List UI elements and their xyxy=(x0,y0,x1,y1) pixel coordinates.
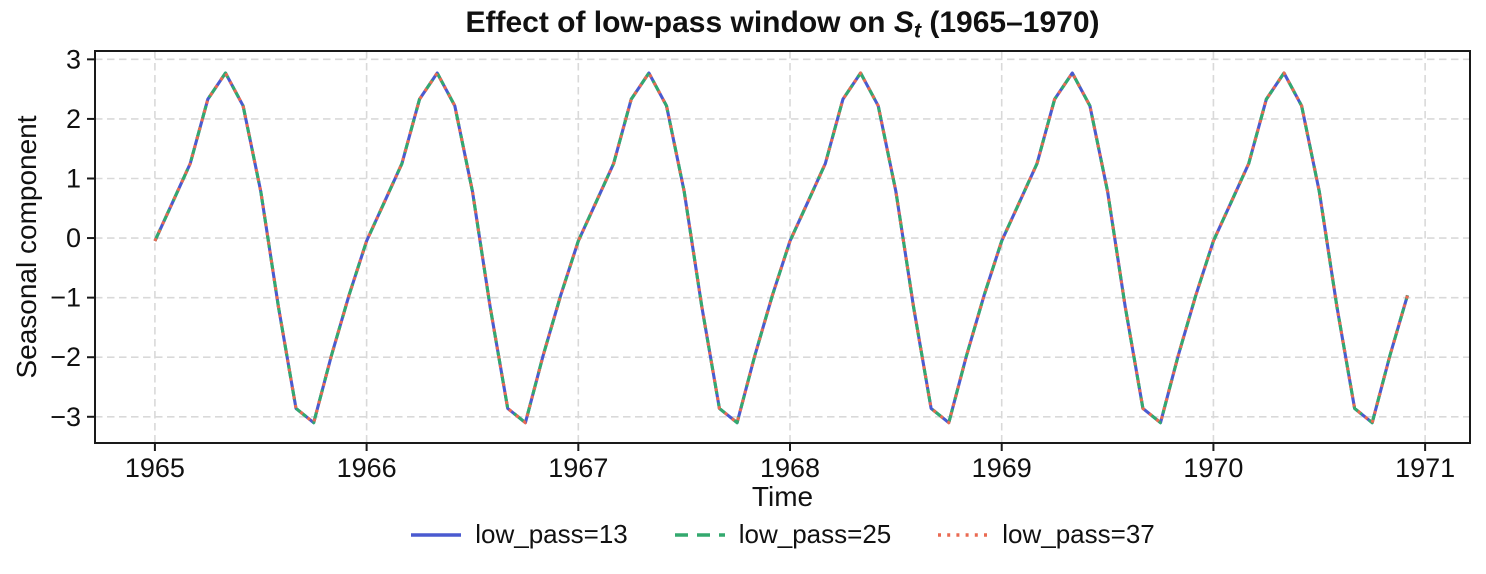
series-line-low_pass=37 xyxy=(153,71,1409,425)
x-tick-label: 1966 xyxy=(337,453,397,483)
plot-frame xyxy=(94,50,1471,444)
chart-title-suffix: (1965–1970) xyxy=(921,6,1100,39)
chart-title-text: Effect of low-pass window on xyxy=(465,6,894,39)
y-axis-label: Seasonal component xyxy=(11,115,42,379)
y-tick-label: −3 xyxy=(50,402,81,432)
chart-title: Effect of low-pass window on St (1965–19… xyxy=(95,6,1470,43)
y-tick-label: 2 xyxy=(66,104,81,134)
chart-title-math-variable: S xyxy=(893,6,914,39)
y-tick-label: 3 xyxy=(66,44,81,74)
dotted-line-swatch-icon xyxy=(938,532,989,537)
x-tick-label: 1967 xyxy=(548,453,608,483)
legend-item: low_pass=37 xyxy=(937,519,1155,550)
legend-item: low_pass=13 xyxy=(410,519,628,550)
solid-line-swatch-icon xyxy=(411,532,462,537)
dashed-line-swatch-icon xyxy=(674,532,725,537)
chart-title-math-subscript: t xyxy=(913,17,922,43)
legend-item: low_pass=25 xyxy=(674,519,892,550)
x-tick-label: 1965 xyxy=(125,453,185,483)
y-tick-label: 1 xyxy=(66,163,81,193)
legend-label: low_pass=25 xyxy=(738,519,892,549)
series-line-low_pass=25 xyxy=(153,71,1409,425)
x-tick-label: 1970 xyxy=(1183,453,1243,483)
x-tick-label: 1971 xyxy=(1395,453,1455,483)
y-tick-label: 0 xyxy=(66,223,81,253)
y-tick-label: −1 xyxy=(50,283,81,313)
series-line-low_pass=13 xyxy=(153,71,1409,425)
x-tick-label: 1968 xyxy=(760,453,820,483)
y-tick-label: −2 xyxy=(50,342,81,372)
legend: low_pass=13 low_pass=25 low_pass=37 xyxy=(95,519,1470,550)
x-axis-label: Time xyxy=(751,481,814,512)
x-tick-label: 1969 xyxy=(972,453,1032,483)
legend-label: low_pass=37 xyxy=(1002,519,1155,549)
legend-label: low_pass=13 xyxy=(475,519,628,549)
